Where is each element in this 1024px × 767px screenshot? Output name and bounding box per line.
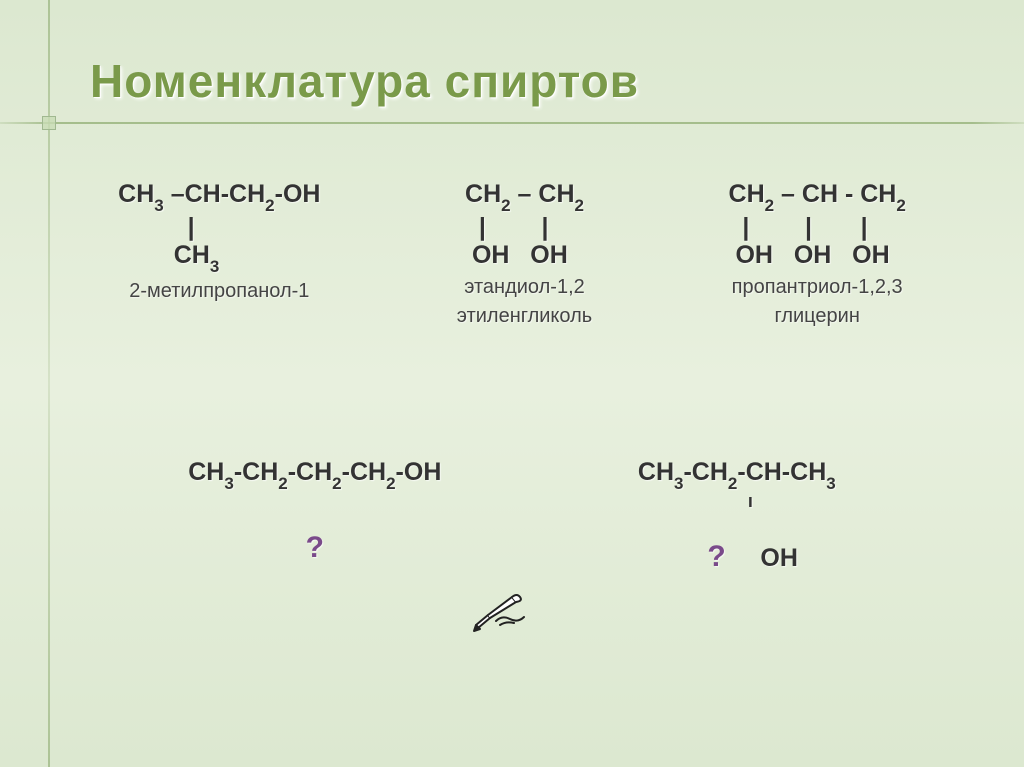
formula-line: ? OH — [638, 511, 836, 603]
molecule-4: CH3-CH2-CH2-CH2-OH ? — [188, 458, 441, 603]
molecule-name: этандиол-1,2 — [457, 276, 592, 299]
formula-line: CH3 — [118, 241, 320, 274]
molecule-name-alt: этиленгликоль — [457, 305, 592, 328]
molecule-3: CH2 – CH - CH2 | | | OH OH OH пропантрио… — [729, 180, 906, 328]
molecule-2: CH2 – CH2 | | OH OH этандиол-1,2 этиленг… — [457, 180, 592, 328]
molecules-row-2: CH3-CH2-CH2-CH2-OH ? CH3-CH2-CH-CH3 ı ? … — [0, 458, 1024, 603]
molecule-name: пропантриол-1,2,3 — [729, 276, 906, 299]
formula-line: ı — [638, 491, 836, 512]
formula-line: | | — [465, 213, 584, 242]
question-mark: ? — [707, 540, 725, 573]
formula-line: | — [118, 213, 320, 242]
molecules-row-1: CH3 –CH-CH2-OH | CH3 2-метилпропанол-1 C… — [0, 180, 1024, 328]
molecule-name-alt: глицерин — [729, 305, 906, 328]
formula-line: OH OH OH — [729, 241, 906, 270]
hand-writing-icon — [470, 585, 530, 640]
decorative-horizontal-line — [0, 122, 1024, 124]
formula-line: CH3 –CH-CH2-OH — [118, 180, 320, 213]
formula-line: | | | — [729, 213, 906, 242]
slide-title: Номенклатура спиртов — [90, 54, 639, 108]
formula-line: OH OH — [465, 241, 584, 270]
formula-line: CH2 – CH2 — [465, 180, 584, 213]
formula-line: CH2 – CH - CH2 — [729, 180, 906, 213]
slide-content: CH3 –CH-CH2-OH | CH3 2-метилпропанол-1 C… — [0, 180, 1024, 603]
question-mark: ? — [188, 531, 441, 565]
molecule-name: 2-метилпропанол-1 — [118, 280, 320, 303]
molecule-1: CH3 –CH-CH2-OH | CH3 2-метилпропанол-1 — [118, 180, 320, 328]
formula-line: CH3-CH2-CH2-CH2-OH — [188, 458, 441, 491]
molecule-5: CH3-CH2-CH-CH3 ı ? OH — [638, 458, 836, 603]
crosshair-square — [42, 116, 56, 130]
formula-line: CH3-CH2-CH-CH3 — [638, 458, 836, 491]
